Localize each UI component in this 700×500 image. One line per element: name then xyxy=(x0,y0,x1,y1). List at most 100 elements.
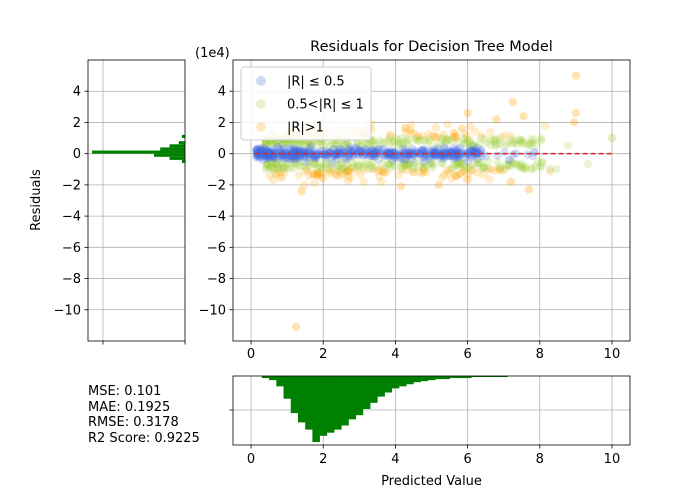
data-point xyxy=(474,158,484,167)
data-point xyxy=(305,144,315,153)
data-point xyxy=(427,163,437,172)
data-point xyxy=(477,164,487,173)
histogram-bar xyxy=(154,153,185,157)
data-point xyxy=(335,167,344,176)
data-point xyxy=(454,158,464,167)
data-point xyxy=(290,144,299,154)
data-point xyxy=(395,154,405,163)
histogram-bar xyxy=(391,376,400,389)
predicted-value-histogram: 0 2 4 6 8 10 Predicted Value xyxy=(229,375,631,489)
data-point xyxy=(515,162,524,171)
y-tick-label: −4 xyxy=(62,210,81,225)
data-point xyxy=(338,146,347,155)
outlier-point xyxy=(434,180,443,190)
data-point xyxy=(266,157,275,167)
data-point xyxy=(452,150,461,159)
data-point xyxy=(276,168,285,177)
data-point xyxy=(503,139,512,148)
data-point xyxy=(420,136,429,145)
data-point xyxy=(408,155,417,165)
x-tick-label: 10 xyxy=(604,452,621,467)
data-point xyxy=(435,139,445,148)
data-point xyxy=(289,157,298,167)
data-point xyxy=(258,144,268,153)
x-tick-label: 8 xyxy=(536,347,544,362)
data-point xyxy=(532,140,541,149)
data-point xyxy=(464,148,474,157)
data-point xyxy=(256,145,266,155)
data-point xyxy=(474,148,483,158)
data-point xyxy=(312,153,321,162)
data-point xyxy=(492,141,502,150)
data-point xyxy=(450,129,459,138)
data-point xyxy=(398,165,407,174)
data-point xyxy=(452,152,462,162)
data-point xyxy=(402,150,411,159)
data-point xyxy=(407,144,417,154)
data-point xyxy=(465,144,475,154)
x-tick-label: 0 xyxy=(247,347,255,362)
data-point xyxy=(463,169,473,179)
data-point xyxy=(281,148,290,158)
data-point xyxy=(501,130,510,140)
data-point xyxy=(346,173,356,182)
data-point xyxy=(384,149,394,158)
data-point xyxy=(394,149,403,159)
data-point xyxy=(383,160,393,169)
data-point xyxy=(517,137,526,146)
data-point xyxy=(314,162,323,171)
data-point xyxy=(342,167,351,176)
data-point xyxy=(352,163,362,172)
data-point xyxy=(266,164,275,173)
data-point xyxy=(387,146,396,155)
data-point xyxy=(340,141,349,151)
data-point xyxy=(480,134,489,143)
data-point xyxy=(372,146,382,155)
data-point xyxy=(397,154,407,163)
data-point xyxy=(335,161,344,170)
data-point xyxy=(470,148,480,157)
data-point xyxy=(272,169,281,178)
data-point xyxy=(514,135,524,144)
data-point xyxy=(540,121,550,131)
data-point xyxy=(290,159,299,169)
data-point xyxy=(374,144,384,154)
data-point xyxy=(398,162,407,171)
histogram-bar xyxy=(485,376,494,378)
data-point xyxy=(269,152,279,162)
data-point xyxy=(336,148,346,157)
data-point xyxy=(347,158,357,167)
data-point xyxy=(281,148,290,157)
data-point xyxy=(448,128,458,138)
data-point xyxy=(495,165,504,175)
data-point xyxy=(369,150,378,159)
data-point xyxy=(362,141,371,150)
data-point xyxy=(361,159,371,169)
data-point xyxy=(455,159,465,168)
data-point xyxy=(406,148,415,157)
histogram-bar xyxy=(413,376,421,383)
outlier-point xyxy=(508,97,517,107)
data-point xyxy=(402,161,411,170)
data-point xyxy=(279,154,288,164)
histogram-bar xyxy=(377,376,385,397)
data-point xyxy=(385,149,394,159)
data-point xyxy=(374,154,384,164)
data-point xyxy=(453,145,463,154)
data-point xyxy=(384,149,393,158)
data-point xyxy=(495,139,505,149)
data-point xyxy=(268,138,278,148)
data-point xyxy=(437,150,447,159)
histogram-bar xyxy=(427,376,436,381)
data-point xyxy=(421,150,431,160)
data-point xyxy=(332,155,342,164)
outlier-point xyxy=(528,138,537,147)
data-point xyxy=(451,133,461,142)
data-point xyxy=(454,137,463,147)
data-point xyxy=(445,165,455,174)
data-point xyxy=(272,160,281,169)
data-point xyxy=(386,130,395,139)
histogram-bar xyxy=(435,376,443,380)
data-point xyxy=(263,159,272,168)
data-point xyxy=(516,162,526,171)
